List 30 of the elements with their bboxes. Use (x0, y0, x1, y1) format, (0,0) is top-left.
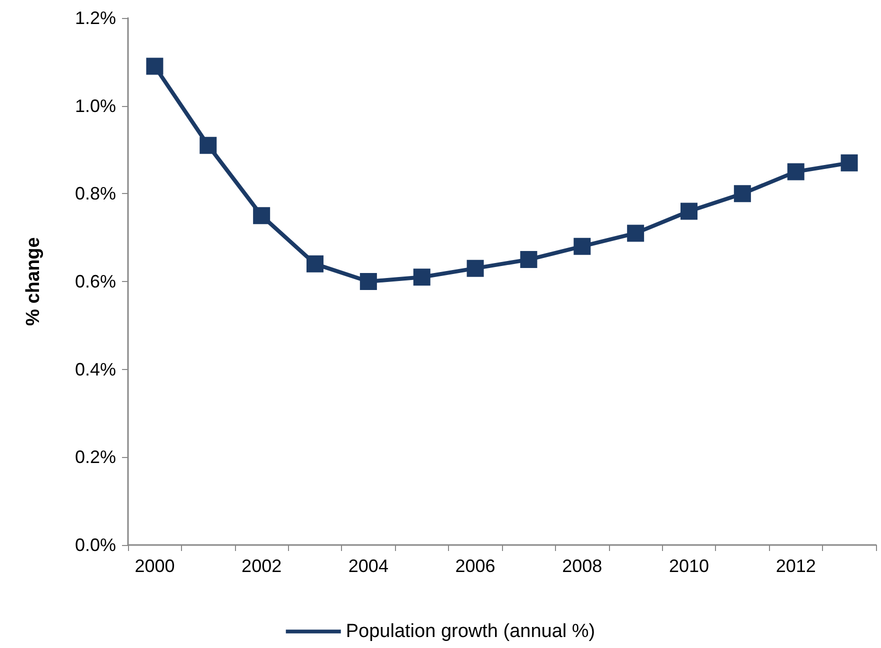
x-tick-label: 2006 (455, 556, 496, 576)
point (787, 163, 804, 180)
point (146, 58, 164, 75)
x-tick-label: 2012 (776, 556, 816, 576)
x-tick-label: 2000 (134, 556, 175, 576)
point (360, 273, 377, 290)
point (306, 255, 324, 272)
y-tick-label: 0.4% (74, 359, 116, 380)
point (627, 224, 644, 242)
point (734, 185, 751, 202)
y-axis-title: % change (23, 237, 44, 326)
point (466, 260, 484, 277)
x-tick-label: 2008 (562, 556, 602, 576)
y-tick-label: 0.0% (74, 535, 116, 555)
point (520, 251, 538, 268)
y-tick-label: 0.2% (74, 447, 116, 468)
point (680, 202, 698, 220)
x-tick-label: 2004 (348, 556, 388, 576)
point (200, 136, 217, 154)
y-tick-label: 1.0% (74, 96, 116, 116)
point (253, 207, 270, 224)
x-tick-label: 2002 (242, 556, 282, 576)
y-tick-label: 0.8% (74, 184, 116, 204)
point (574, 238, 591, 255)
point (413, 268, 430, 286)
point (840, 154, 858, 172)
y-tick-label: 1.2% (74, 8, 116, 28)
legend-label: Population growth (annual %) (346, 621, 596, 642)
y-tick-label: 0.6% (74, 272, 116, 292)
x-tick-label: 2010 (668, 556, 710, 576)
